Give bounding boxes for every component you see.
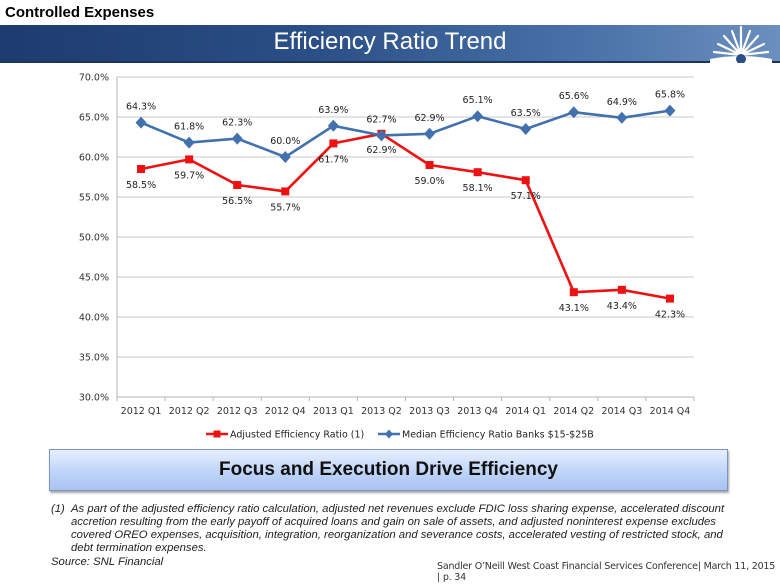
data-point-adjusted bbox=[425, 161, 434, 169]
axes: 30.0% 35.0% 40.0% 45.0% 50.0% 55.0% 60.0% 65.0%… bbox=[79, 73, 695, 417]
data-label-median: 64.9% bbox=[607, 97, 637, 108]
data-label-median: 65.8% bbox=[655, 90, 685, 101]
data-point-median bbox=[472, 110, 484, 123]
data-label-median: 62.7% bbox=[366, 114, 396, 125]
y-tick-label: 35.0% bbox=[79, 353, 109, 364]
x-tick-label: 2012 Q3 bbox=[217, 406, 258, 417]
legend-item-adjusted: Adjusted Efficiency Ratio (1) bbox=[206, 430, 364, 441]
x-tick-label: 2013 Q3 bbox=[409, 406, 450, 417]
data-point-median bbox=[327, 119, 339, 132]
y-tick-label: 50.0% bbox=[79, 233, 109, 244]
data-point-median bbox=[664, 104, 676, 117]
data-label-adjusted: 58.1% bbox=[463, 183, 493, 194]
data-point-median bbox=[231, 132, 243, 145]
data-label-median: 63.9% bbox=[318, 105, 348, 116]
data-point-median bbox=[424, 127, 436, 140]
data-label-adjusted: 61.7% bbox=[318, 154, 348, 165]
data-point-adjusted bbox=[281, 187, 290, 196]
page-footer: Sandler O’Neill West Coast Financial Ser… bbox=[437, 561, 776, 583]
data-point-median bbox=[616, 111, 628, 124]
x-tick-label: 2012 Q2 bbox=[169, 406, 210, 417]
efficiency-ratio-chart: 30.0% 35.0% 40.0% 45.0% 50.0% 55.0% 60.0% 65.0%… bbox=[79, 73, 695, 441]
y-tick-label: 70.0% bbox=[79, 73, 109, 84]
y-tick-label: 40.0% bbox=[79, 313, 109, 324]
x-tick-label: 2012 Q1 bbox=[121, 406, 162, 417]
sunburst-logo-icon bbox=[710, 25, 772, 63]
data-point-adjusted bbox=[185, 155, 194, 164]
data-point-median bbox=[520, 123, 532, 135]
data-point-median bbox=[568, 106, 580, 119]
data-point-median bbox=[375, 129, 387, 142]
x-tick-label: 2014 Q3 bbox=[602, 406, 643, 417]
data-point-adjusted bbox=[137, 165, 146, 173]
footnote-text: As part of the adjusted efficiency ratio… bbox=[71, 503, 725, 554]
data-label-adjusted: 43.4% bbox=[607, 301, 637, 312]
series bbox=[135, 104, 676, 303]
x-tick-label: 2013 Q1 bbox=[313, 406, 354, 417]
series-line-median bbox=[140, 109, 671, 159]
data-label-adjusted: 57.1% bbox=[511, 191, 541, 202]
callout-box: Focus and Execution Drive Efficiency bbox=[49, 449, 728, 491]
x-tick-label: 2013 Q2 bbox=[361, 406, 402, 417]
data-label-median: 63.5% bbox=[511, 108, 541, 119]
legend-marker-diamond bbox=[385, 429, 393, 439]
x-tick-label: 2014 Q4 bbox=[650, 406, 691, 417]
legend-item-median: Median Efficiency Ratio Banks $15-$25B bbox=[378, 429, 594, 441]
data-point-median bbox=[183, 136, 195, 149]
data-label-adjusted: 58.5% bbox=[126, 180, 156, 191]
data-label-adjusted: 55.7% bbox=[270, 202, 300, 213]
y-tick-label: 55.0% bbox=[79, 193, 109, 204]
data-point-median bbox=[135, 116, 147, 129]
data-point-adjusted bbox=[521, 176, 530, 185]
data-label-median: 64.3% bbox=[126, 102, 156, 113]
legend-label: Median Efficiency Ratio Banks $15-$25B bbox=[402, 430, 594, 441]
data-label-adjusted: 42.3% bbox=[655, 310, 685, 321]
y-tick-label: 60.0% bbox=[79, 153, 109, 164]
data-label-adjusted: 59.0% bbox=[414, 176, 444, 187]
x-tick-label: 2013 Q4 bbox=[457, 406, 498, 417]
title-banner: Efficiency Ratio Trend bbox=[0, 25, 780, 63]
y-tick-label: 45.0% bbox=[79, 273, 109, 284]
y-tick-label: 30.0% bbox=[79, 393, 109, 404]
data-label-median: 62.9% bbox=[414, 113, 444, 124]
series-line-adjusted bbox=[140, 132, 671, 300]
data-point-adjusted bbox=[617, 285, 626, 294]
callout-text: Focus and Execution Drive Efficiency bbox=[219, 459, 558, 480]
x-tick-label: 2014 Q2 bbox=[553, 406, 594, 417]
data-label-adjusted: 43.1% bbox=[559, 303, 589, 314]
data-point-adjusted bbox=[233, 181, 242, 189]
source-note: Source: SNL Financial bbox=[51, 556, 164, 568]
data-label-median: 62.3% bbox=[222, 118, 252, 129]
gridlines bbox=[117, 76, 694, 358]
data-point-adjusted bbox=[329, 139, 338, 148]
legend-label: Adjusted Efficiency Ratio (1) bbox=[230, 430, 364, 441]
data-label-adjusted: 59.7% bbox=[174, 170, 204, 181]
legend-marker-square bbox=[213, 430, 221, 438]
data-point-adjusted bbox=[665, 294, 674, 303]
data-label-adjusted: 62.9% bbox=[366, 145, 396, 156]
x-tick-label: 2012 Q4 bbox=[265, 406, 306, 417]
section-title: Controlled Expenses bbox=[5, 4, 155, 21]
footnote-number: (1) bbox=[51, 503, 65, 515]
data-point-adjusted bbox=[473, 168, 482, 177]
data-labels: 58.5% 59.7% 56.5% 55.7% 61.7% 62.9% 59.0% 58.1%… bbox=[126, 90, 685, 321]
y-tick-label: 65.0% bbox=[79, 113, 109, 124]
data-label-median: 65.1% bbox=[463, 95, 493, 106]
data-label-median: 61.8% bbox=[174, 122, 204, 133]
data-point-median bbox=[279, 151, 291, 163]
data-label-median: 60.0% bbox=[270, 136, 300, 147]
x-tick-label: 2014 Q1 bbox=[505, 406, 546, 417]
data-label-median: 65.6% bbox=[559, 91, 589, 102]
legend: Adjusted Efficiency Ratio (1) Median Effi… bbox=[206, 429, 594, 441]
data-label-adjusted: 56.5% bbox=[222, 196, 252, 207]
data-point-adjusted bbox=[569, 288, 578, 297]
banner-title: Efficiency Ratio Trend bbox=[273, 28, 507, 55]
